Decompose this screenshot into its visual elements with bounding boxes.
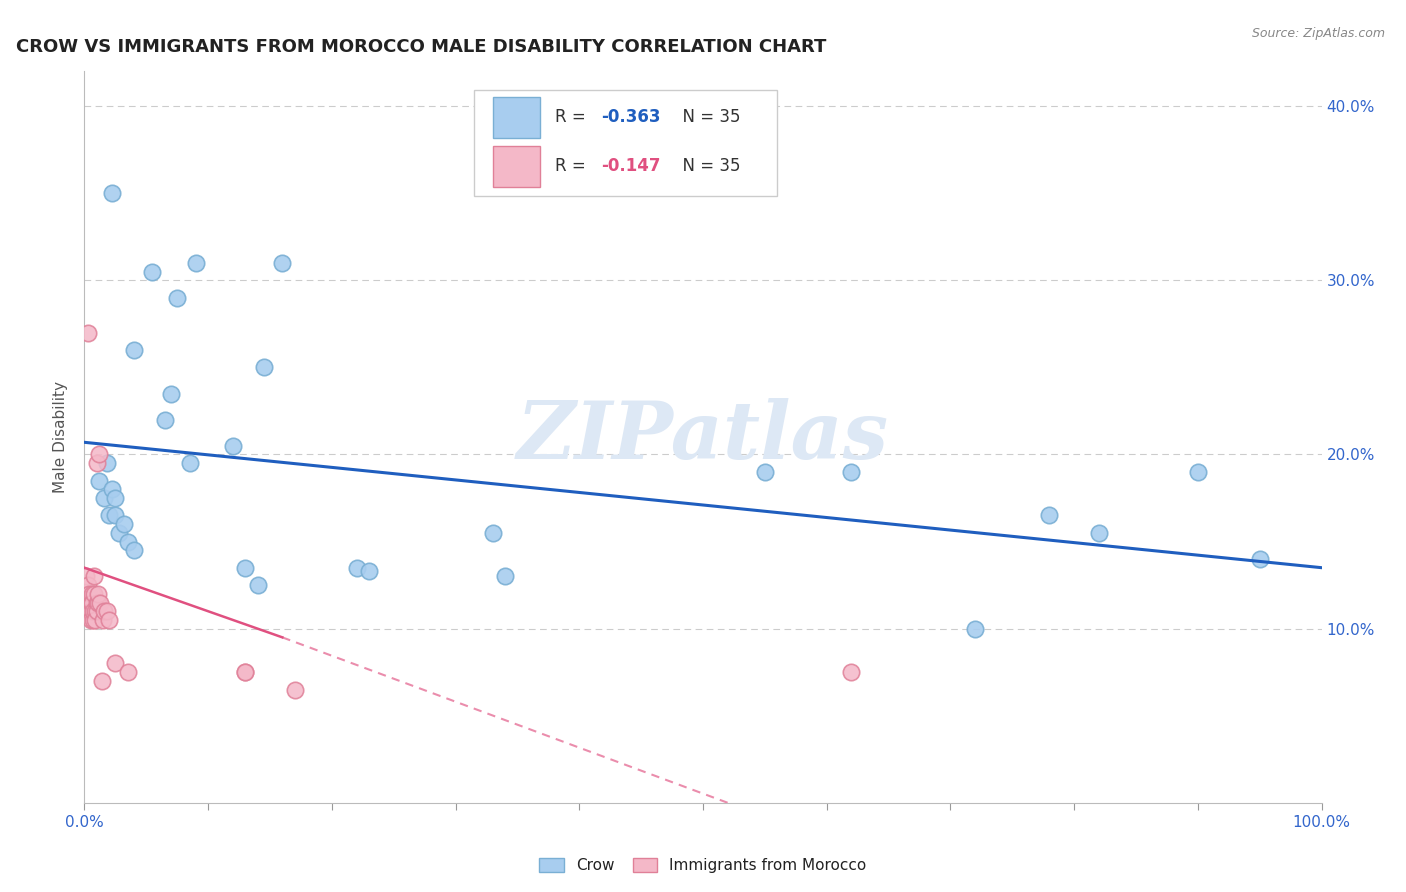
Point (965, 622, 987, 636)
Point (77, 578, 100, 592)
Legend: Crow, Immigrants from Morocco: Crow, Immigrants from Morocco (533, 852, 873, 880)
Text: ZIPatlas: ZIPatlas (517, 399, 889, 475)
Point (86, 604, 108, 618)
Point (1088, 525, 1111, 540)
Point (100, 186, 122, 201)
Point (87, 587, 110, 601)
Text: N = 35: N = 35 (672, 109, 741, 127)
Point (84, 613, 107, 627)
Point (494, 569, 516, 583)
Text: R =: R = (554, 109, 591, 127)
Point (82, 604, 104, 618)
Point (122, 343, 145, 357)
Point (253, 360, 276, 375)
Point (108, 525, 131, 540)
Point (89, 448, 111, 462)
Point (93, 604, 115, 618)
Point (754, 465, 776, 479)
Text: -0.363: -0.363 (602, 109, 661, 127)
Point (117, 534, 139, 549)
Point (841, 465, 863, 479)
Point (80, 587, 103, 601)
Point (233, 560, 256, 574)
Point (104, 508, 127, 523)
Point (86, 595, 108, 609)
Point (98, 508, 121, 523)
Point (96, 456, 118, 470)
Point (1038, 508, 1060, 523)
Point (98, 613, 121, 627)
Point (141, 265, 163, 279)
Text: Source: ZipAtlas.com: Source: ZipAtlas.com (1251, 27, 1385, 40)
Point (82, 613, 104, 627)
Point (77, 326, 100, 340)
Point (76, 595, 98, 609)
Point (166, 291, 188, 305)
Point (153, 412, 176, 426)
Point (86, 456, 108, 470)
Point (93, 491, 115, 505)
Point (222, 439, 245, 453)
Text: N = 35: N = 35 (672, 158, 741, 176)
Point (104, 491, 127, 505)
FancyBboxPatch shape (474, 90, 778, 195)
Point (1249, 552, 1271, 566)
Text: -0.147: -0.147 (602, 158, 661, 176)
Point (233, 665, 256, 680)
Point (246, 578, 269, 592)
Point (79, 595, 101, 609)
Point (87, 595, 110, 609)
Point (83, 587, 105, 601)
Point (76, 587, 98, 601)
Point (184, 256, 207, 270)
Point (233, 665, 256, 680)
Point (117, 665, 139, 680)
Point (284, 682, 307, 697)
Point (84, 604, 107, 618)
Point (112, 517, 135, 532)
Point (83, 569, 105, 583)
Point (96, 604, 118, 618)
Point (91, 613, 114, 627)
Point (75, 569, 97, 583)
Point (481, 525, 503, 540)
Point (357, 564, 380, 578)
Point (89, 595, 111, 609)
Point (80, 595, 103, 609)
Point (160, 386, 183, 401)
Point (104, 657, 127, 671)
Text: CROW VS IMMIGRANTS FROM MOROCCO MALE DISABILITY CORRELATION CHART: CROW VS IMMIGRANTS FROM MOROCCO MALE DIS… (17, 38, 827, 56)
Point (122, 543, 145, 558)
Point (271, 256, 294, 270)
Point (841, 665, 863, 680)
Text: R =: R = (554, 158, 591, 176)
FancyBboxPatch shape (492, 146, 540, 186)
Point (179, 456, 201, 470)
Point (346, 560, 368, 574)
Point (79, 587, 101, 601)
Point (79, 604, 101, 618)
Y-axis label: Male Disability: Male Disability (53, 381, 69, 493)
Point (79, 613, 101, 627)
FancyBboxPatch shape (492, 97, 540, 137)
Point (77, 595, 100, 609)
Point (79, 604, 101, 618)
Point (89, 474, 111, 488)
Point (90, 673, 112, 688)
Point (1187, 465, 1209, 479)
Point (100, 483, 122, 497)
